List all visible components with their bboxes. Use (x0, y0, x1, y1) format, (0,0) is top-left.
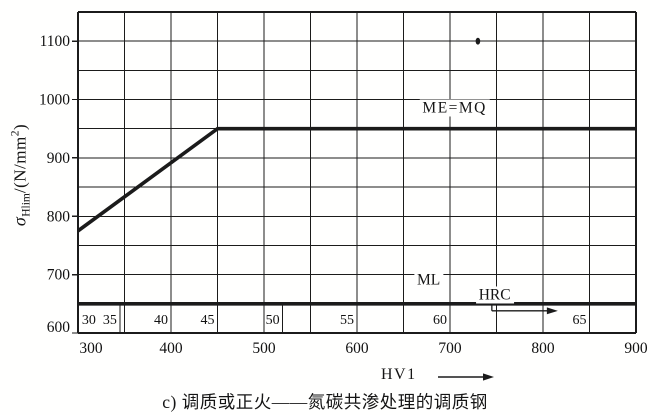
hrc-value-label: 30 (82, 313, 96, 328)
hrc-value-label: 35 (103, 313, 117, 328)
annotation-ml-label: ML (413, 271, 444, 289)
x-tick-label: 800 (531, 340, 555, 357)
hrc-value-label: 50 (266, 313, 280, 328)
hrc-value-label: 60 (433, 313, 447, 328)
y-axis-unit-close: ) (10, 123, 30, 131)
hrc-value-label: 55 (340, 313, 354, 328)
x-tick-label: 500 (252, 340, 276, 357)
annotation-hrc-label: HRC (475, 286, 514, 304)
y-tick-label: 700 (47, 267, 71, 284)
y-tick-label: 600 (47, 319, 71, 336)
y-tick-label: 1000 (39, 92, 70, 109)
y-tick-label: 900 (47, 150, 71, 167)
x-axis-title: HV1 (381, 366, 417, 383)
y-axis-unit: /(N/mm (10, 136, 30, 194)
y-axis-title: σHlim/(N/mm2) (9, 124, 32, 226)
x-tick-label: 900 (624, 340, 648, 357)
y-tick-label: 800 (47, 208, 71, 225)
series-line-me-mq (76, 126, 636, 233)
hrc-value-label: 40 (154, 313, 168, 328)
y-tick-label: 1100 (40, 33, 71, 50)
x-tick-label: 400 (159, 340, 183, 357)
sigma-subscript: Hlim (20, 193, 33, 217)
sigma-symbol: σ (9, 216, 30, 227)
annotation-me-mq-label: ME=MQ (419, 99, 490, 117)
hrc-value-label: 45 (201, 313, 215, 328)
x-tick-label: 300 (79, 340, 103, 357)
hrc-value-label: 65 (573, 313, 587, 328)
figure-caption: c) 调质或正火——氮碳共渗处理的调质钢 (162, 392, 488, 412)
print-speck (475, 37, 481, 45)
x-tick-label: 600 (345, 340, 369, 357)
hrc-arrow-head (546, 307, 558, 315)
y-axis-unit-exponent: 2 (9, 130, 22, 137)
x-tick-label: 700 (438, 340, 462, 357)
hv1-arrow-head (483, 373, 494, 381)
